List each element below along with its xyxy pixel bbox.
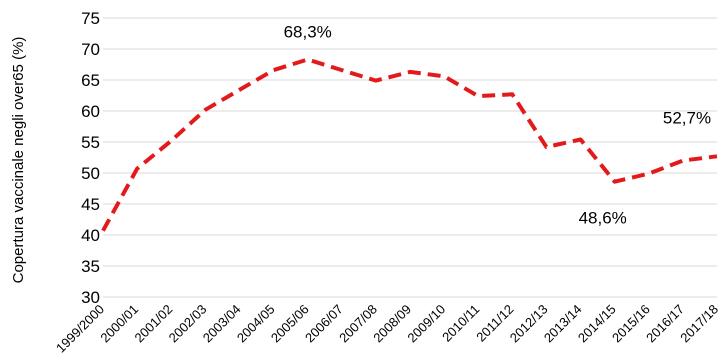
y-tick-label: 65 — [81, 71, 100, 90]
x-tick-label: 2010/11 — [439, 302, 482, 345]
y-tick-label: 45 — [81, 195, 100, 214]
y-tick-label: 40 — [81, 226, 100, 245]
y-tick-label: 75 — [81, 9, 100, 28]
series-layer — [101, 57, 718, 232]
x-tick-label: 1999/2000 — [53, 302, 107, 356]
annotation-label: 68,3% — [284, 23, 332, 42]
y-tick-label: 35 — [81, 257, 100, 276]
y-axis-ticks: 30 35 40 45 50 55 60 65 70 75 — [81, 9, 100, 307]
annotations: 68,3% 48,6% 52,7% — [284, 23, 712, 228]
series-line-0 — [101, 57, 718, 232]
y-axis-label: Copertura vaccinale negli over65 (%) — [10, 37, 27, 284]
x-tick-label: 2017/18 — [677, 302, 720, 346]
y-tick-label: 70 — [81, 40, 100, 59]
annotation-label: 52,7% — [663, 108, 711, 127]
annotation-label: 48,6% — [579, 209, 627, 228]
y-tick-label: 55 — [81, 133, 100, 152]
y-tick-label: 30 — [81, 288, 100, 307]
x-axis-ticks: 1999/20002000/012001/022002/032003/04200… — [53, 302, 720, 356]
x-tick-label: 2009/10 — [404, 302, 448, 346]
y-tick-label: 50 — [81, 164, 100, 183]
gridlines — [103, 17, 717, 298]
y-tick-label: 60 — [81, 102, 100, 121]
